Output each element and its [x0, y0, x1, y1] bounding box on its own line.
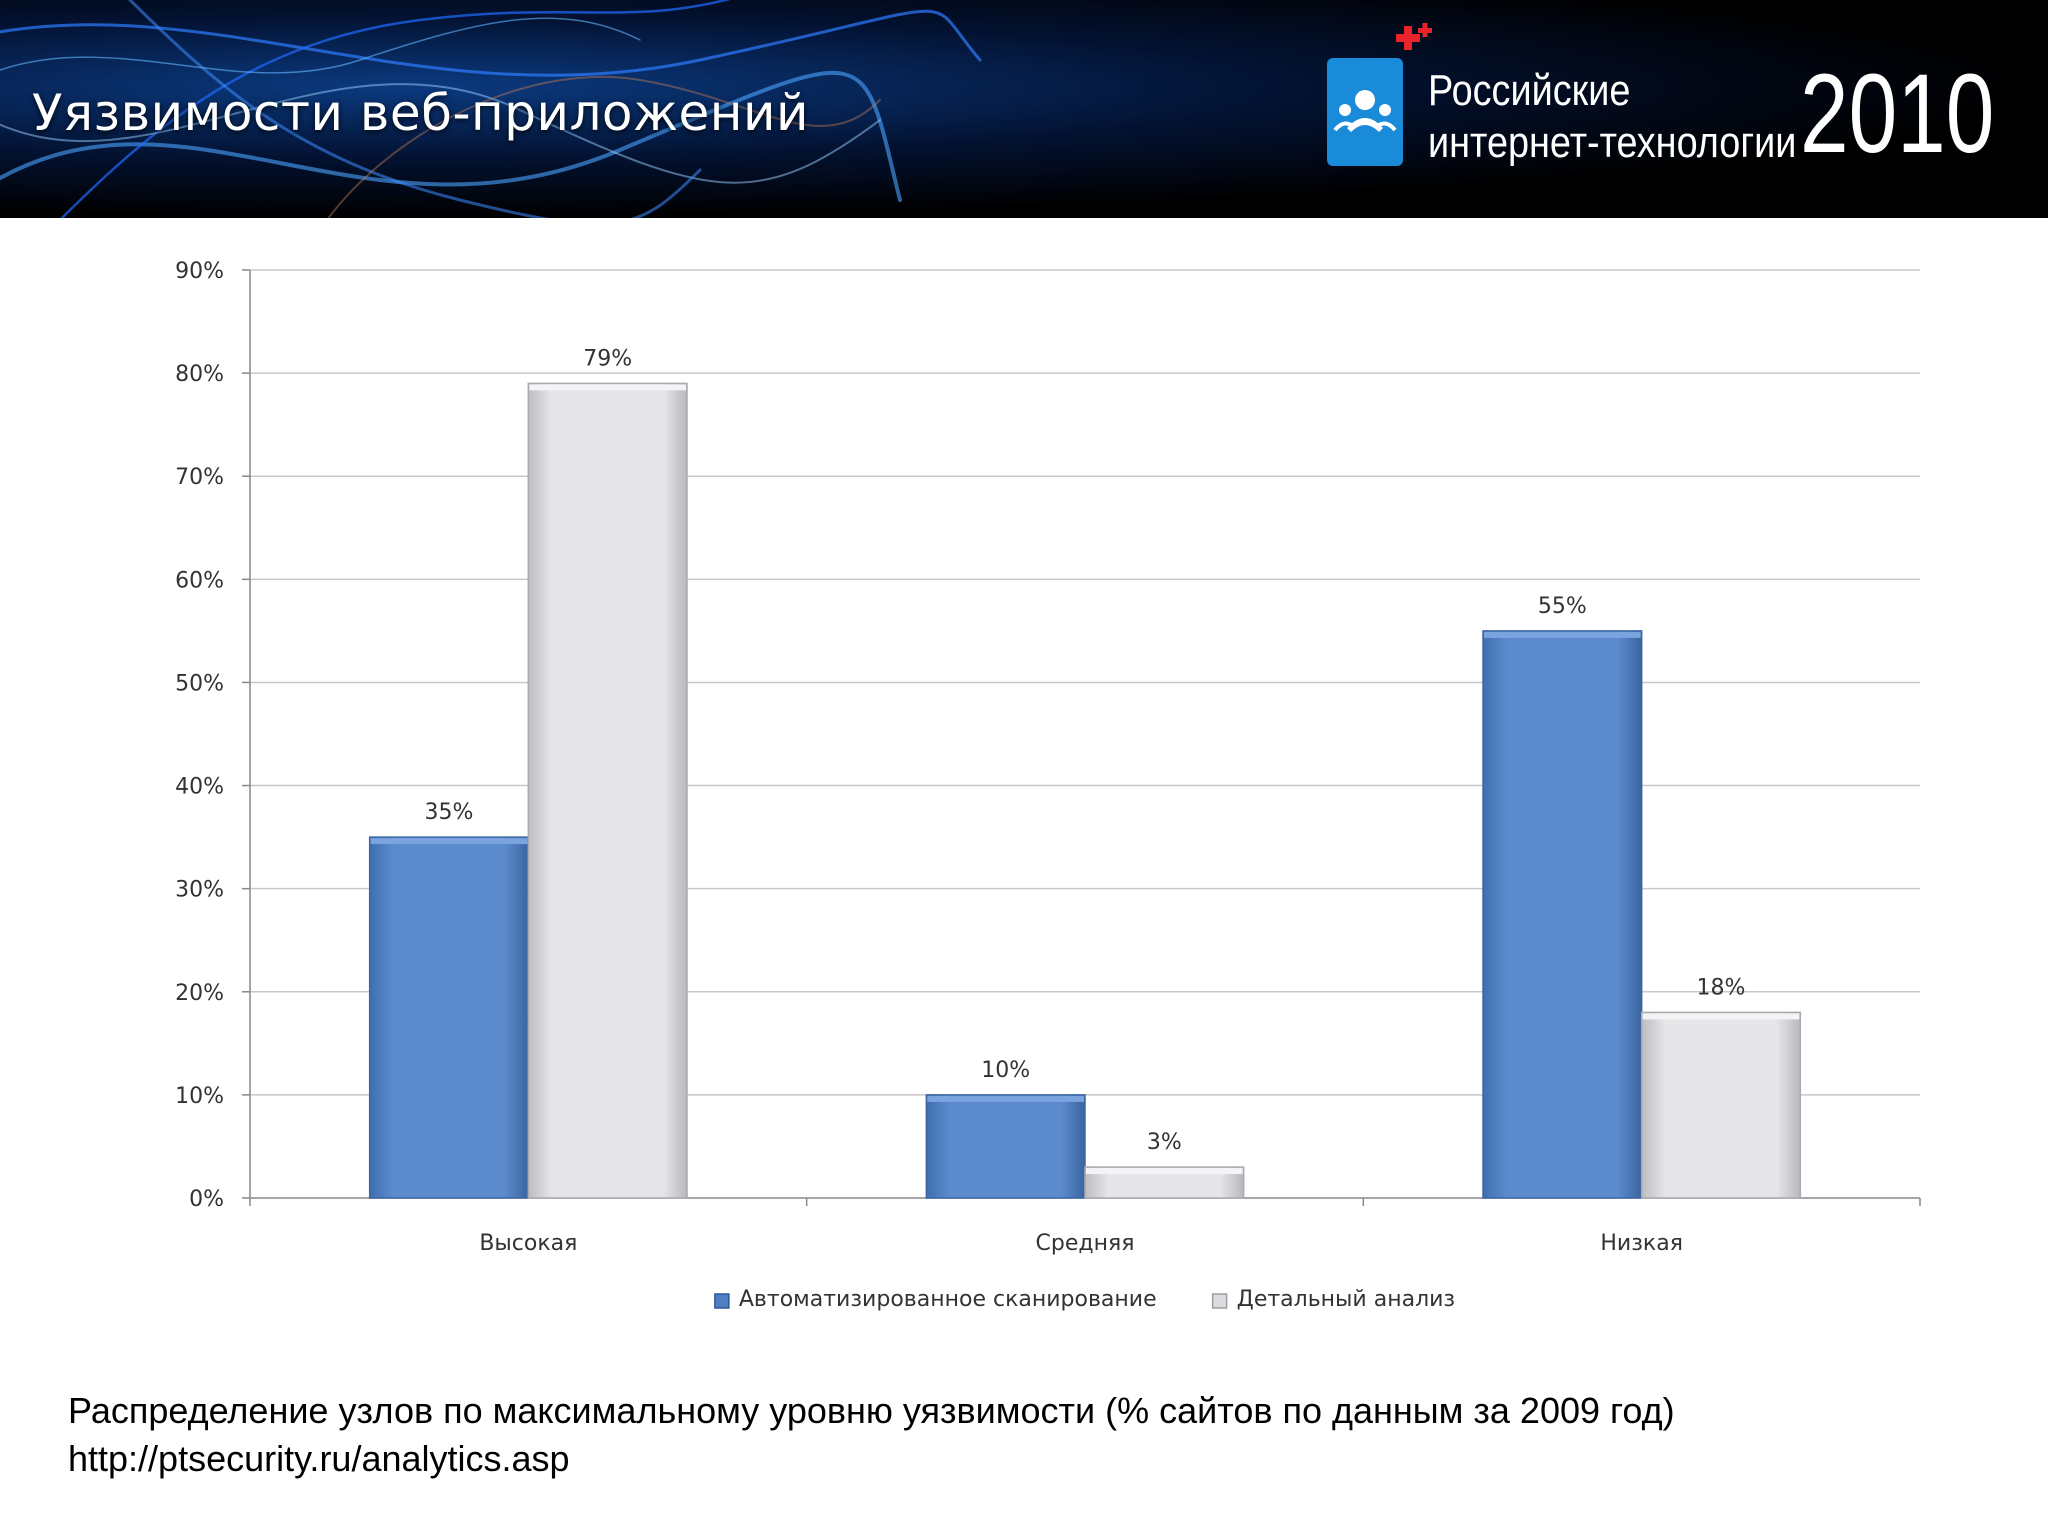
- y-tick-label: 30%: [175, 878, 224, 903]
- legend-label: Автоматизированное сканирование: [739, 1287, 1157, 1312]
- y-tick-label: 0%: [189, 1187, 224, 1212]
- bar-highlight: [1484, 631, 1641, 638]
- slide-title: Уязвимости веб-приложений: [32, 84, 809, 142]
- x-category-label: Средняя: [1036, 1231, 1135, 1256]
- legend-swatch: [1211, 1293, 1228, 1309]
- data-label: 35%: [425, 800, 474, 825]
- brand-name-line2: интернет-технологии: [1428, 118, 1797, 167]
- slide-header: Уязвимости веб-приложений Российские инт…: [0, 0, 2048, 218]
- x-category-label: Высокая: [479, 1231, 577, 1256]
- bar-automated-3: [1482, 630, 1643, 1199]
- source-url: http://ptsecurity.ru/analytics.asp: [68, 1438, 570, 1479]
- brand-logo: [1327, 58, 1403, 166]
- y-tick-label: 80%: [175, 362, 224, 387]
- y-tick-label: 60%: [175, 568, 224, 593]
- red-plus-icon: [1396, 23, 1432, 50]
- data-label: 3%: [1147, 1130, 1182, 1155]
- bar-automated-2: [925, 1094, 1086, 1199]
- bar-highlight: [529, 384, 686, 391]
- bar-chart: 0% 10% 20% 30% 40% 50% 60% 70% 80% 90% 35% 79% Высок…: [175, 259, 1921, 1312]
- data-label: 55%: [1538, 594, 1587, 619]
- brand-name-line1: Российские: [1428, 66, 1631, 115]
- data-label: 10%: [981, 1058, 1030, 1083]
- chart-caption: Распределение узлов по максимальному уро…: [68, 1390, 1675, 1431]
- legend-swatch: [714, 1293, 730, 1309]
- bar-detailed-3: [1640, 1011, 1802, 1199]
- bar-automated-1: [368, 836, 530, 1199]
- bar-highlight: [927, 1095, 1084, 1102]
- y-tick-label: 10%: [175, 1084, 224, 1109]
- people-icon: [1333, 90, 1397, 132]
- brand-year: 2010: [1800, 51, 1995, 176]
- y-tick-label: 70%: [175, 465, 224, 490]
- bar-highlight: [1086, 1168, 1243, 1175]
- data-label: 79%: [583, 346, 632, 371]
- y-tick-label: 40%: [175, 775, 224, 800]
- y-tick-label: 90%: [175, 259, 224, 284]
- data-label: 18%: [1697, 975, 1746, 1000]
- y-tick-label: 50%: [175, 671, 224, 696]
- bar-highlight: [1642, 1013, 1800, 1020]
- legend-label: Детальный анализ: [1237, 1287, 1456, 1312]
- y-tick-label: 20%: [175, 981, 224, 1006]
- x-category-label: Низкая: [1600, 1231, 1683, 1256]
- legend-item: Автоматизированное сканирование: [714, 1287, 1157, 1312]
- bar-detailed-1: [527, 382, 688, 1199]
- legend-item: Детальный анализ: [1211, 1287, 1456, 1312]
- bar-highlight: [370, 838, 528, 845]
- header-swirl-decoration: [0, 0, 982, 218]
